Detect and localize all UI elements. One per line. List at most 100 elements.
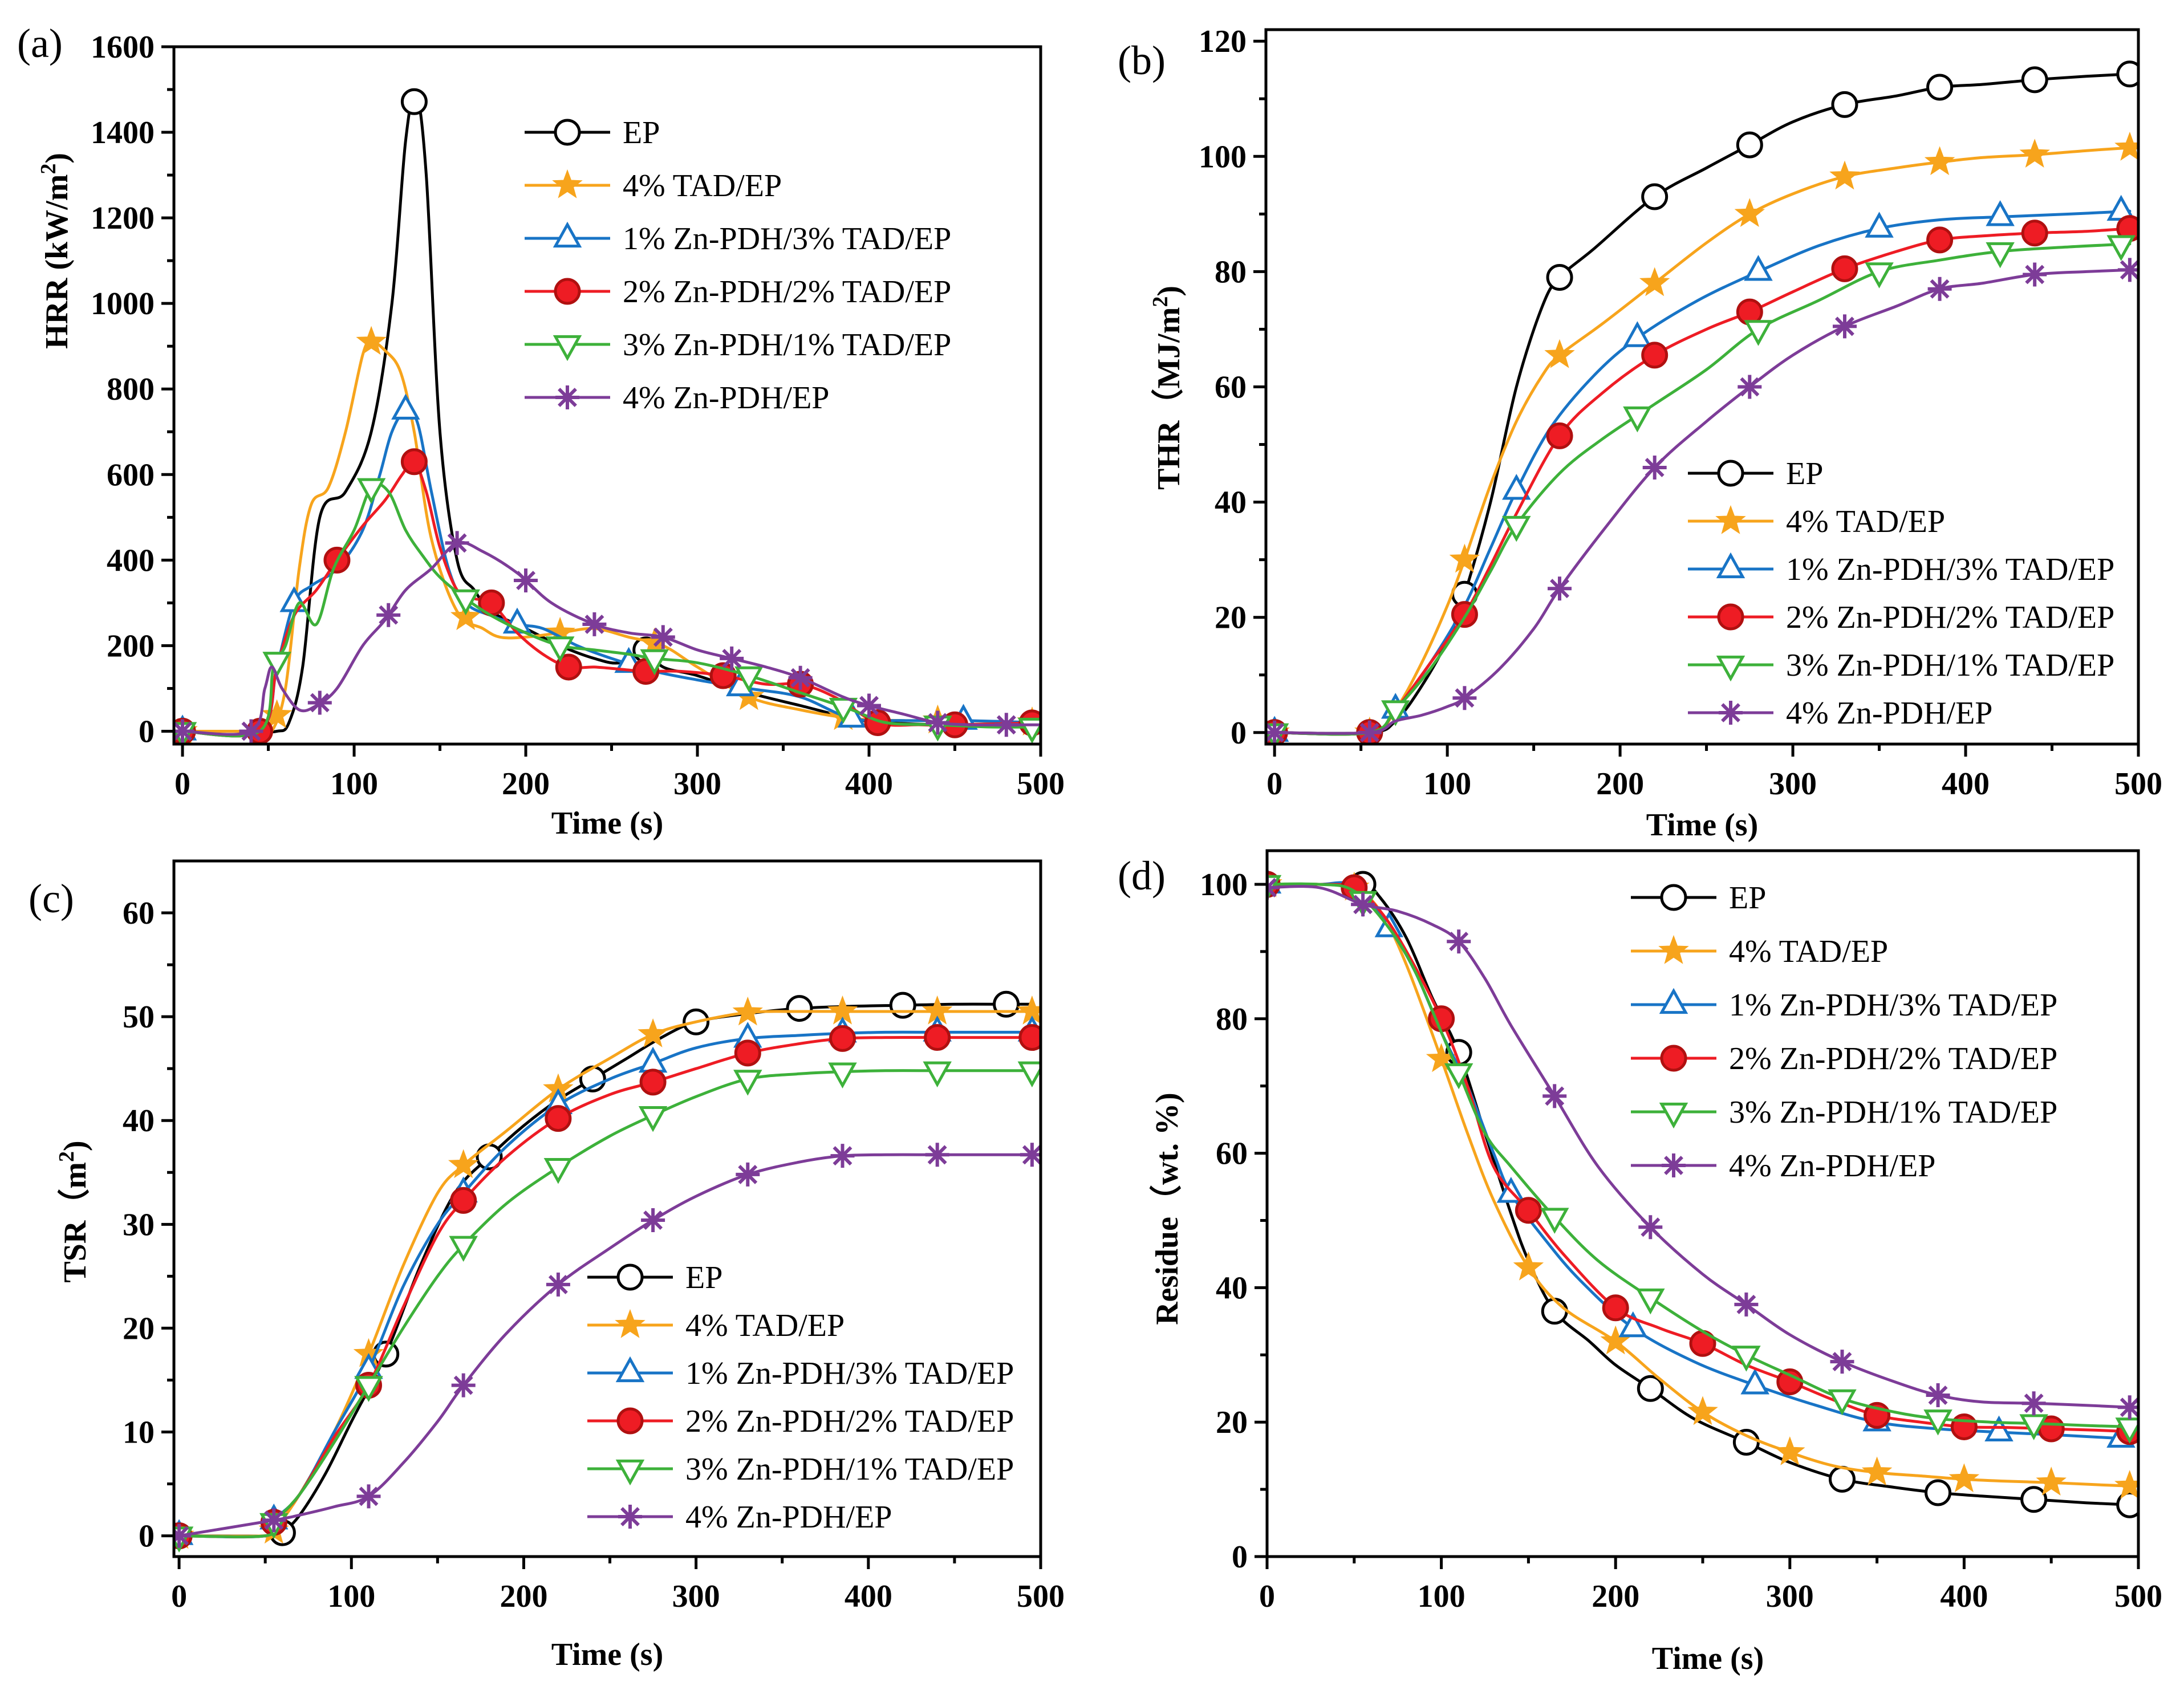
chart-b-series-5-point-3 [1548, 576, 1572, 601]
chart-c-legend-marker-5 [618, 1505, 642, 1529]
chart-b-legend-label-4: 3% Zn-PDH/1% TAD/EP [1786, 648, 2114, 683]
chart-b-series-3-point-2 [1451, 601, 1478, 628]
chart-d-legend-label-0: EP [1729, 880, 1766, 916]
chart-d-series-5-point-3 [1542, 1084, 1567, 1108]
chart-c-legend-item-2: 1% Zn-PDH/3% TAD/EP [587, 1356, 1014, 1391]
chart-b-legend-marker-4 [1716, 655, 1745, 682]
chart-b-series-3-point-7 [1926, 226, 1954, 254]
chart-b-series-0-point-5 [1736, 131, 1763, 159]
chart-a-legend-marker-3 [554, 278, 581, 305]
chart-b-series-5-point-5 [1738, 375, 1762, 399]
chart-d-ylabel: Residue（wt. %) [1149, 1092, 1185, 1325]
chart-a-series-5-point-6 [582, 612, 607, 636]
chart-b-series-5-point-2 [1452, 686, 1477, 710]
chart-c-ytick-label-0: 0 [139, 1519, 155, 1554]
chart-b-series-4-point-3 [1623, 406, 1652, 433]
chart-d-series-3-point-6 [1776, 1368, 1804, 1395]
chart-d-series-1-point-9 [2036, 1466, 2067, 1496]
chart-c-frame [172, 859, 1042, 1558]
chart-c-series [174, 990, 1041, 1553]
chart-a-xtick-label-4: 400 [845, 766, 893, 802]
chart-a-series-5-point-5 [514, 568, 538, 592]
chart-a-xtick-label-0: 0 [174, 766, 190, 802]
chart-c-series-4-point-3 [449, 1236, 478, 1262]
chart-b-series-5-point-7 [1927, 277, 1952, 301]
chart-b-plot: 0 100 200 300 400 500 0 20 40 60 80 100 120 [1199, 24, 2162, 802]
chart-b-ytick-label-2: 40 [1215, 485, 1247, 521]
chart-c-xtick-label-2: 200 [500, 1579, 547, 1614]
chart-a-series-1-point-3 [450, 601, 481, 631]
chart-a-series-5-point-7 [651, 625, 675, 649]
chart-c-series-0-point-7 [889, 992, 916, 1019]
chart-a-series-5-point-4 [445, 531, 469, 555]
panel-label-d: (d) [1118, 853, 1166, 899]
chart-d-series-3-point-8 [1950, 1413, 1978, 1440]
chart-c-series-3-point-9 [1018, 1024, 1041, 1051]
chart-a-ytick-label-1: 200 [107, 628, 155, 664]
chart-c-series-5-point-3 [451, 1373, 476, 1397]
chart-a-legend-label-1: 4% TAD/EP [623, 168, 782, 204]
chart-b-legend: EP 4% TAD/EP 1% Zn-PDH/3% TAD/EP 2% Zn-PDH/… [1688, 456, 2114, 731]
chart-d-legend-item-0: EP [1631, 880, 1766, 916]
chart-c-series-1-point-3 [448, 1149, 479, 1179]
chart-c-xlabel: Time (s) [551, 1637, 664, 1672]
chart-a-series-line-1 [181, 340, 1041, 736]
chart-b-legend-marker-3 [1717, 603, 1744, 631]
chart-c-series-5-point-7 [830, 1144, 855, 1168]
chart-a-ylabel-main: HRR (kW/m [39, 174, 75, 349]
chart-b-ytick-label-5: 100 [1199, 139, 1247, 174]
chart-b-series-1-point-7 [1924, 146, 1955, 176]
chart-d-series-4-point-5 [1732, 1346, 1761, 1372]
chart-b-series-1-point-6 [1829, 160, 1860, 190]
chart-d-series-0-point-5 [1732, 1429, 1760, 1456]
chart-b-series-1-point-8 [2019, 139, 2050, 168]
chart-a-series-4-point-3 [451, 589, 480, 616]
chart-a-series-4-point-7 [829, 697, 858, 724]
chart-b-series-2-point-2 [1502, 474, 1531, 500]
chart-b-series-4-point-6 [1986, 242, 2015, 269]
chart-b-series-5-point-9 [2117, 258, 2138, 282]
chart-b-ytick-label-1: 20 [1215, 600, 1247, 636]
chart-d-series-1-point-7 [1861, 1456, 1893, 1486]
chart-b-xtick-label-1: 100 [1423, 766, 1471, 802]
chart-c-series-3-point-5 [639, 1069, 667, 1096]
chart-c-legend-label-5: 4% Zn-PDH/EP [685, 1500, 892, 1535]
chart-c-series-3-point-8 [924, 1024, 951, 1051]
chart-a-xtick-label-5: 500 [1017, 766, 1065, 802]
chart-a-legend-marker-2 [553, 221, 582, 248]
chart-b-legend-label-1: 4% TAD/EP [1786, 504, 1945, 539]
chart-a-ylabel-sup: 2 [36, 164, 60, 174]
chart-b-series-1-point-9 [2114, 131, 2138, 161]
chart-a-series-5-point-2 [307, 690, 332, 715]
chart-b-series-0-point-9 [2116, 60, 2138, 88]
chart-c-legend-label-4: 3% Zn-PDH/1% TAD/EP [685, 1452, 1014, 1487]
chart-d-series-0-point-4 [1637, 1375, 1664, 1402]
chart-a-legend-label-0: EP [623, 115, 660, 151]
chart-d-series-4-point-6 [1828, 1389, 1857, 1416]
chart-b-legend-item-5: 4% Zn-PDH/EP [1688, 696, 1992, 731]
chart-b-series-5-point-0 [1266, 720, 1287, 744]
chart-b-xtick-label-2: 200 [1596, 766, 1644, 802]
chart-a-legend-item-3: 2% Zn-PDH/2% TAD/EP [525, 274, 951, 310]
chart-d-series-4-point-8 [2019, 1414, 2048, 1440]
chart-d-series-2-point-4 [1740, 1368, 1769, 1395]
chart-b-series-4-point-4 [1744, 320, 1773, 346]
chart-a-series-4-point-5 [640, 649, 669, 676]
chart-a-series-5-point-12 [994, 713, 1018, 737]
chart-c-series-line-4 [177, 1069, 1034, 1538]
chart-b-series-5-point-8 [2023, 262, 2047, 287]
chart-a-series-5-point-3 [376, 603, 401, 627]
chart-d-ytick-label-4: 80 [1216, 1002, 1248, 1037]
chart-b-legend-item-4: 3% Zn-PDH/1% TAD/EP [1688, 648, 2114, 683]
chart-d-ytick-label-3: 60 [1216, 1136, 1248, 1172]
chart-b-series-2-point-3 [1623, 321, 1652, 347]
chart-a-series-4-point-4 [545, 636, 575, 663]
chart-c-xtick-label-3: 300 [672, 1579, 720, 1614]
chart-d-series [1267, 867, 2138, 1518]
chart-b-series-0-point-8 [2021, 66, 2048, 94]
chart-d-ytick-label-2: 40 [1216, 1270, 1248, 1306]
chart-a-series-1-point-1 [261, 699, 293, 729]
panel-d: (d) 0 100 200 300 400 500 0 20 40 60 80 100 Time (s… [1118, 849, 2162, 1676]
chart-b-legend-label-3: 2% Zn-PDH/2% TAD/EP [1786, 600, 2114, 635]
